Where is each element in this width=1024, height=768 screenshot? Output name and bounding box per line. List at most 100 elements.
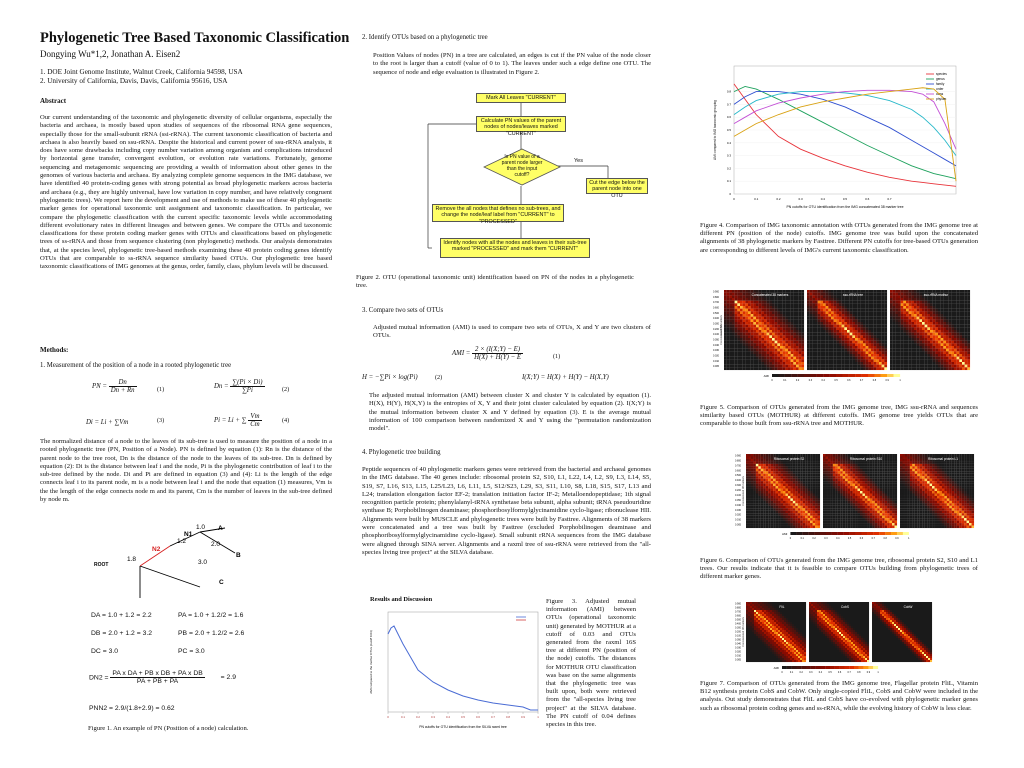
heatmap-cell [756, 343, 759, 347]
heatmap-cell [815, 308, 818, 312]
heatmap-cell [796, 359, 799, 363]
heatmap-cell [817, 290, 821, 293]
heatmap-cell [964, 468, 967, 472]
heatmap-cell [964, 461, 967, 464]
heatmap-cell [932, 364, 936, 368]
heatmap-cell [780, 354, 783, 357]
heatmap-cell [780, 500, 784, 504]
heatmap-cell [845, 503, 848, 506]
heatmap-cell [737, 351, 741, 355]
heatmap-cell [773, 454, 776, 457]
heatmap-cell [758, 518, 761, 521]
heatmap-cell [946, 356, 949, 360]
heatmap-cell [774, 335, 778, 339]
heatmap-cell [884, 303, 888, 307]
heatmap-cell [865, 311, 869, 315]
heatmap-cell [800, 466, 803, 469]
heatmap-cell [802, 508, 806, 511]
heatmap-cell [836, 335, 840, 339]
heatmap-cell [724, 322, 727, 325]
heatmap-cell [783, 508, 786, 511]
heatmap-cell [879, 332, 882, 336]
calc-pa: PA = 1.0 + 1.2/2 = 1.6 [178, 612, 244, 619]
heatmap-cell [966, 463, 970, 467]
heatmap-cell [946, 298, 949, 301]
heatmap-cell [815, 343, 818, 347]
heatmap-cell [792, 493, 796, 496]
heatmap-cell [946, 454, 950, 457]
heatmap-cell [919, 454, 923, 457]
heatmap-cell [758, 324, 762, 328]
heatmap-cell [753, 481, 756, 484]
heatmap-cell [836, 324, 840, 328]
methods-1-heading: 1. Measurement of the position of a node… [40, 362, 232, 369]
heatmap-cell [740, 351, 743, 355]
heatmap-cell [726, 356, 730, 360]
heatmap-cell [777, 332, 781, 336]
heatmap-cell [900, 335, 904, 339]
heatmap-cell [894, 500, 898, 504]
heatmap-cell [857, 510, 861, 514]
heatmap-row-tick: 0.400 [735, 479, 742, 482]
heatmap-cell [763, 473, 766, 477]
x-tick-label: 0.6 [476, 715, 480, 719]
heatmap-cell [763, 488, 766, 492]
heatmap-cell [874, 488, 878, 492]
heatmap-cell [783, 463, 786, 467]
heatmap-cell [828, 303, 832, 307]
heatmap-cell [740, 306, 743, 309]
heatmap-cell [912, 466, 915, 469]
heatmap-cell [753, 503, 756, 506]
heatmap-cell [845, 454, 848, 457]
heatmap-cell [871, 367, 874, 371]
heatmap-cell [900, 295, 904, 299]
heatmap-cell [825, 473, 828, 477]
heatmap-cell [823, 332, 826, 336]
heatmap-cell [872, 471, 875, 474]
heatmap-cell [887, 525, 890, 529]
heatmap-cell [898, 311, 901, 315]
heatmap-cell [758, 493, 761, 496]
heatmap-cell [902, 454, 905, 457]
heatmap-cell [748, 343, 751, 347]
heatmap-cell [823, 314, 826, 317]
heatmap-cell [967, 351, 971, 355]
heatmap-cell [906, 340, 909, 344]
heatmap-cell [855, 476, 858, 479]
heatmap-cell [857, 523, 861, 526]
heatmap-cell [812, 340, 816, 344]
heatmap-cell [729, 316, 733, 320]
heatmap-cell [903, 348, 907, 352]
heatmap-cell [847, 356, 850, 360]
heatmap-cell [941, 456, 945, 459]
heatmap-cell [790, 354, 794, 357]
heatmap-cell [783, 483, 786, 487]
heatmap-cell [790, 466, 793, 469]
heatmap-cell [868, 348, 872, 352]
heatmap-cell [959, 351, 963, 355]
heatmap-cell [892, 458, 895, 462]
heatmap-cell [750, 471, 754, 474]
heatmap-cell [766, 290, 770, 293]
heatmap-cell [855, 461, 858, 464]
heatmap-cell [949, 456, 952, 459]
heatmap-cell [817, 306, 821, 309]
heatmap-cell [807, 332, 810, 336]
heatmap-cell [890, 308, 893, 312]
heatmap-cell [914, 348, 917, 352]
heatmap-cell [903, 354, 907, 357]
heatmap-cell [887, 498, 890, 501]
legend-label: phylum [936, 97, 947, 101]
heatmap-cell [879, 510, 883, 514]
heatmap-cell [884, 520, 888, 524]
heatmap-cell [909, 458, 913, 462]
heatmap-cell [812, 520, 816, 524]
heatmap-cell [890, 351, 893, 355]
heatmap-cell [948, 314, 952, 317]
heatmap-cell [879, 473, 883, 477]
heatmap-cell [783, 518, 786, 521]
heatmap-cell [802, 486, 806, 489]
heatmap-cell [768, 481, 771, 484]
heatmap-cell [871, 346, 874, 349]
heatmap-cell [729, 295, 733, 299]
